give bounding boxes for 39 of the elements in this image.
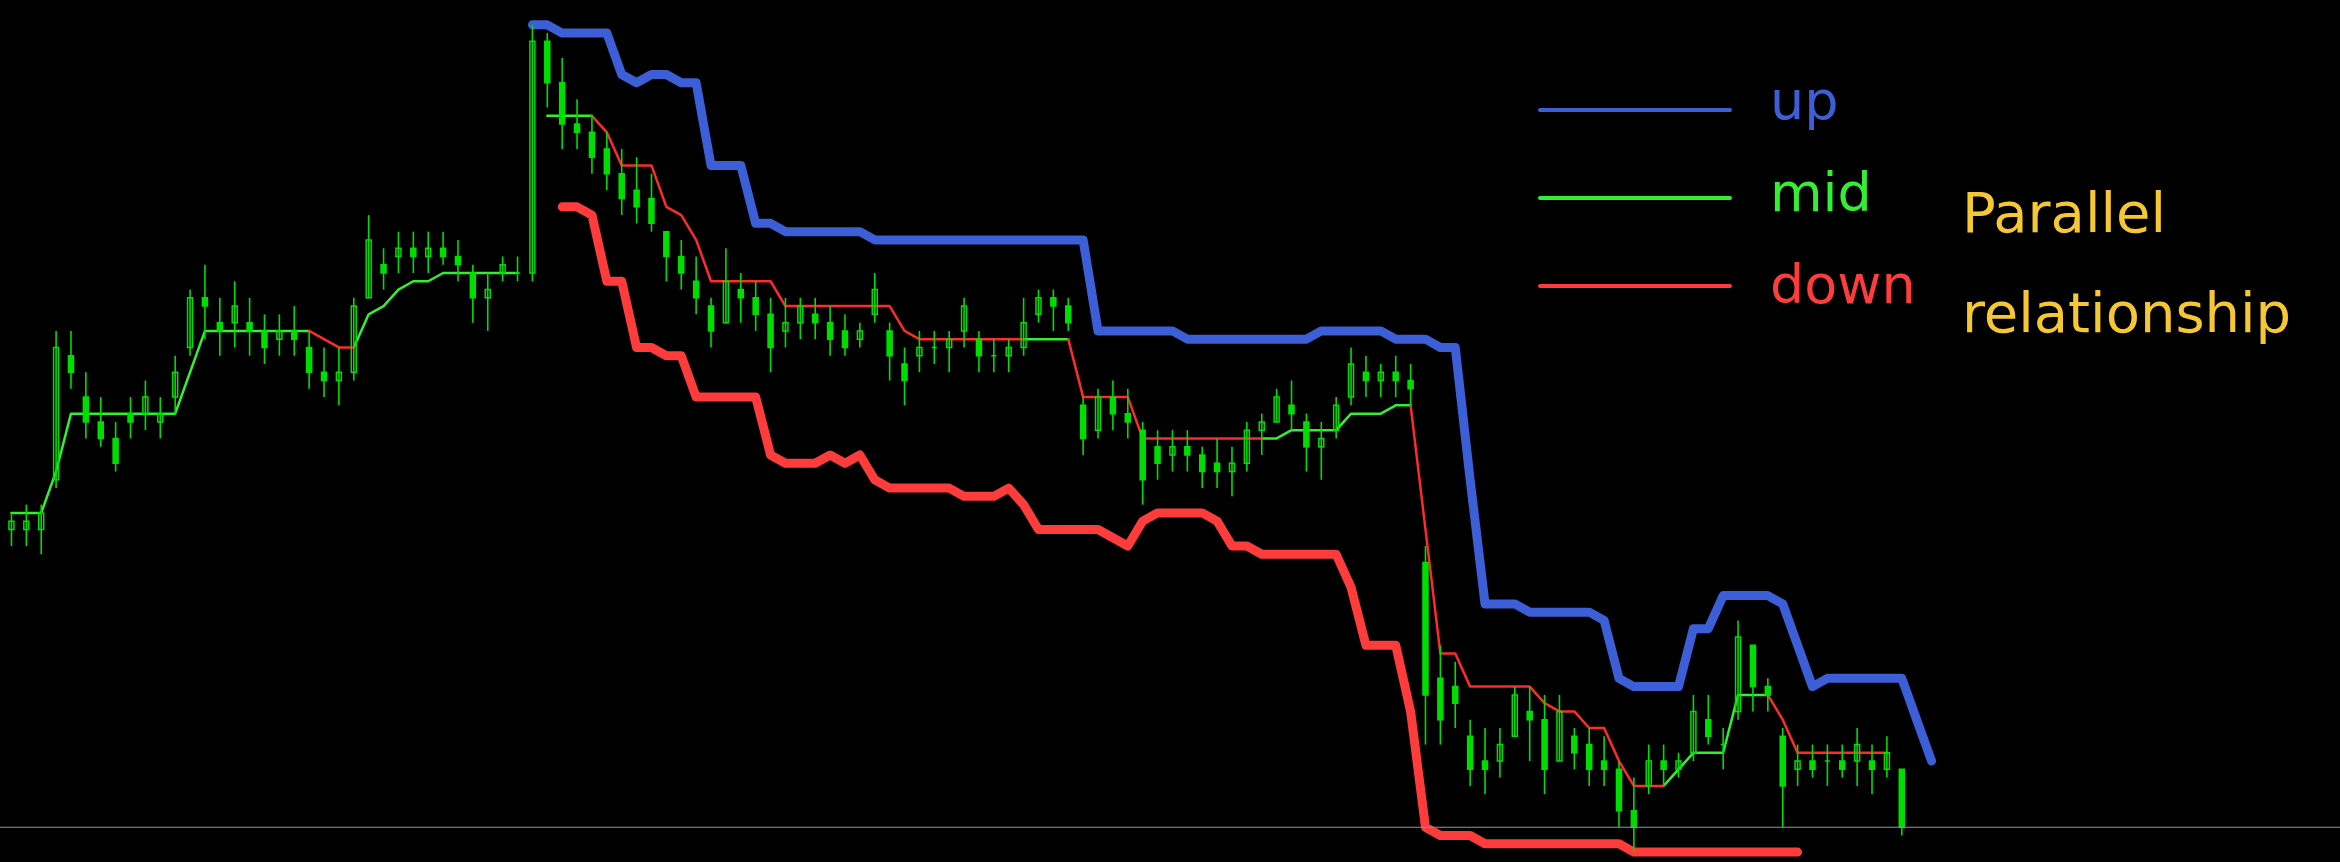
candlestick: [573, 98, 581, 150]
candlestick: [1794, 743, 1801, 787]
legend-label: up: [1770, 69, 1839, 132]
candlestick: [1734, 619, 1742, 721]
candlestick: [1392, 354, 1399, 398]
candlestick: [1050, 288, 1057, 332]
candlestick: [424, 230, 432, 274]
candlestick: [23, 503, 30, 547]
candlestick: [1377, 363, 1385, 398]
candlestick: [1228, 445, 1236, 498]
candlestick: [8, 512, 15, 547]
candlestick: [1065, 297, 1072, 332]
legend-label: mid: [1770, 161, 1872, 224]
candlestick: [975, 330, 983, 374]
candlestick: [1005, 338, 1012, 374]
candlestick: [1868, 743, 1876, 795]
candlestick: [916, 330, 923, 374]
candlestick: [231, 280, 238, 349]
candlestick: [1407, 363, 1414, 407]
candlestick: [945, 330, 953, 374]
candlestick: [395, 230, 402, 274]
candlestick: [410, 230, 417, 274]
candlestick: [529, 24, 536, 283]
candlestick: [1705, 694, 1712, 746]
candlestick: [1169, 429, 1176, 473]
candlestick: [335, 346, 343, 407]
candlestick: [1198, 445, 1206, 489]
candlestick: [1154, 429, 1161, 481]
candlestick: [439, 230, 447, 266]
candlestick: [37, 503, 45, 556]
candlestick: [1184, 429, 1191, 473]
candlestick: [1347, 346, 1355, 407]
legend-label: down: [1770, 253, 1916, 316]
text: Parallel relationship: [1962, 180, 2292, 345]
candlestick: [1690, 694, 1697, 762]
candlestick: [201, 263, 209, 340]
candlestick: [1035, 288, 1042, 324]
candlestick: [901, 346, 908, 407]
candlestick: [1675, 752, 1682, 779]
